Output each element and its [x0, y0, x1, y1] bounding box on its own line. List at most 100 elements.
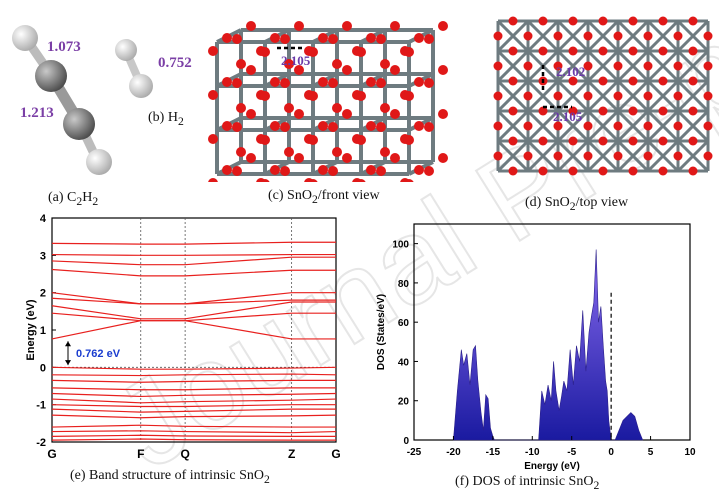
y-tick-label: 80: [398, 279, 410, 290]
oxygen-atom: [328, 166, 338, 176]
oxygen-atom: [260, 91, 270, 101]
oxygen-atom: [376, 166, 386, 176]
kpoint-label: G: [331, 447, 340, 461]
oxygen-atom: [366, 121, 376, 131]
lattice-bond: [676, 109, 710, 143]
oxygen-atom: [493, 61, 503, 71]
oxygen-atom: [366, 165, 376, 175]
y-tick-label: 4: [40, 213, 47, 225]
oxygen-atom: [598, 76, 608, 86]
oxygen-atom: [246, 153, 256, 163]
lattice-bond: [586, 139, 620, 173]
oxygen-atom: [380, 103, 390, 113]
lattice-bond: [526, 19, 560, 53]
oxygen-atom: [236, 147, 246, 157]
oxygen-atom: [376, 34, 386, 44]
oxygen-atom: [553, 61, 563, 71]
x-tick-label: -10: [525, 447, 540, 458]
oxygen-atom: [380, 59, 390, 69]
oxygen-atom: [508, 106, 518, 116]
oxygen-atom: [538, 166, 548, 176]
y-tick-label: 20: [398, 397, 410, 408]
y-tick-label: 0: [403, 436, 409, 447]
oxygen-atom: [568, 136, 578, 146]
lattice-bond: [526, 79, 560, 113]
oxygen-atom: [523, 151, 533, 161]
band-line: [51, 392, 337, 398]
oxygen-atom: [658, 16, 668, 26]
bond-length-top-1: 2.102: [556, 64, 586, 79]
x-axis-label: Energy (eV): [524, 461, 580, 472]
caption-a: (a) C2H2: [48, 190, 99, 208]
oxygen-atom: [583, 61, 593, 71]
oxygen-atom: [424, 166, 434, 176]
oxygen-atom: [270, 121, 280, 131]
sno2-top-view: [493, 16, 713, 176]
oxygen-atom: [208, 46, 218, 56]
oxygen-atom: [553, 151, 563, 161]
lattice-bond: [496, 109, 530, 143]
oxygen-atom: [688, 106, 698, 116]
oxygen-atom: [236, 103, 246, 113]
oxygen-atom: [598, 16, 608, 26]
y-tick-label: 3: [40, 250, 46, 262]
oxygen-atom: [280, 34, 290, 44]
oxygen-atom: [703, 151, 713, 161]
lattice-bond: [556, 139, 590, 173]
oxygen-atom: [438, 65, 448, 75]
band-line: [51, 414, 337, 419]
oxygen-atom: [673, 61, 683, 71]
lattice-bond: [676, 79, 710, 113]
oxygen-atom: [404, 179, 414, 182]
oxygen-atom: [222, 33, 232, 43]
oxygen-atom: [688, 76, 698, 86]
oxygen-atom: [583, 151, 593, 161]
oxygen-atom: [328, 78, 338, 88]
oxygen-atom: [376, 78, 386, 88]
oxygen-atom: [376, 122, 386, 132]
oxygen-atom: [342, 65, 352, 75]
band-line: [51, 320, 336, 340]
lattice-bond: [556, 109, 590, 143]
lattice-bond: [676, 49, 710, 83]
band-line: [51, 301, 336, 320]
band-line: [51, 404, 336, 408]
sno2-front-view: [208, 21, 448, 182]
oxygen-atom: [390, 65, 400, 75]
oxygen-atom: [613, 91, 623, 101]
lattice-bond: [556, 79, 590, 113]
y-tick-label: 2: [40, 288, 46, 300]
band-line: [51, 387, 336, 391]
band-line: [51, 256, 336, 266]
lattice-bond: [556, 49, 590, 83]
oxygen-atom: [222, 77, 232, 87]
oxygen-atom: [414, 165, 424, 175]
kpoint-label: Q: [180, 447, 189, 461]
oxygen-atom: [366, 33, 376, 43]
oxygen-atom: [208, 178, 218, 182]
oxygen-atom: [628, 16, 638, 26]
oxygen-atom: [673, 31, 683, 41]
caption-c: (c) SnO2/front view: [268, 188, 380, 206]
oxygen-atom: [236, 59, 246, 69]
oxygen-atom: [414, 121, 424, 131]
oxygen-atom: [246, 21, 256, 31]
oxygen-atom: [222, 121, 232, 131]
oxygen-atom: [628, 166, 638, 176]
oxygen-atom: [598, 136, 608, 146]
y-tick-label: 40: [398, 357, 410, 368]
lattice-bond: [616, 79, 650, 113]
oxygen-atom: [643, 31, 653, 41]
oxygen-atom: [553, 121, 563, 131]
oxygen-atom: [260, 47, 270, 57]
kpoint-label: F: [137, 447, 144, 461]
oxygen-atom: [232, 166, 242, 176]
oxygen-atom: [390, 153, 400, 163]
caption-d: (d) SnO2/top view: [525, 195, 629, 213]
oxygen-atom: [356, 135, 366, 145]
oxygen-atom: [342, 153, 352, 163]
lattice-bond: [646, 19, 680, 53]
oxygen-atom: [424, 34, 434, 44]
oxygen-atom: [318, 33, 328, 43]
